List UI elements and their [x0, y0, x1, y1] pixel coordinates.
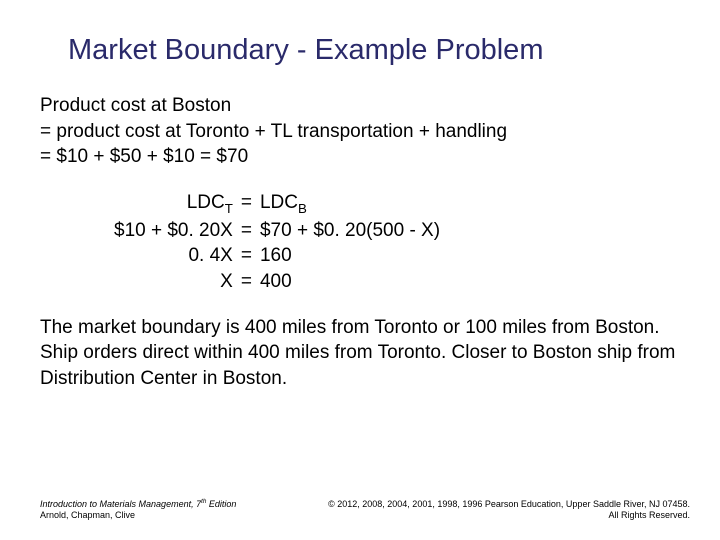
eq-row-3: 0. 4X = 160 — [110, 243, 444, 269]
footer-copyright: © 2012, 2008, 2004, 2001, 1998, 1996 Pea… — [328, 499, 690, 522]
footer-authors: Arnold, Chapman, Clive — [40, 510, 135, 520]
eq-lhs: $10 + $0. 20X — [110, 218, 237, 244]
slide-title: Market Boundary - Example Problem — [40, 34, 680, 67]
paragraph-conclusion: The market boundary is 400 miles from To… — [40, 315, 680, 392]
equation-block: LDCT = LDCB $10 + $0. 20X = $70 + $0. 20… — [40, 190, 680, 295]
slide-footer: Introduction to Materials Management, 7t… — [40, 498, 690, 522]
eq-lhs: X — [110, 269, 237, 295]
footer-copyright-line1: © 2012, 2008, 2004, 2001, 1998, 1996 Pea… — [328, 499, 690, 509]
eq-text: LDC — [187, 192, 225, 213]
footer-text: , 7 — [191, 499, 201, 509]
eq-subscript: B — [298, 201, 307, 216]
footer-text: Introduction to Materials Management — [40, 499, 191, 509]
eq-lhs: 0. 4X — [110, 243, 237, 269]
eq-rhs: 160 — [256, 243, 444, 269]
eq-sign: = — [237, 218, 256, 244]
eq-sign: = — [237, 269, 256, 295]
eq-text: LDC — [260, 192, 298, 213]
para1-line3: = $10 + $50 + $10 = $70 — [40, 146, 248, 167]
eq-sign: = — [237, 243, 256, 269]
eq-row-4: X = 400 — [110, 269, 444, 295]
eq-row-2: $10 + $0. 20X = $70 + $0. 20(500 - X) — [110, 218, 444, 244]
eq-rhs: LDCB — [256, 190, 444, 218]
footer-copyright-line2: All Rights Reserved. — [608, 510, 690, 520]
eq-subscript: T — [225, 201, 233, 216]
footer-book-info: Introduction to Materials Management, 7t… — [40, 498, 236, 522]
equation-table: LDCT = LDCB $10 + $0. 20X = $70 + $0. 20… — [110, 190, 444, 295]
eq-rhs: 400 — [256, 269, 444, 295]
eq-sign: = — [237, 190, 256, 218]
eq-lhs: LDCT — [110, 190, 237, 218]
eq-rhs: $70 + $0. 20(500 - X) — [256, 218, 444, 244]
slide-container: { "title": "Market Boundary - Example Pr… — [0, 0, 720, 540]
paragraph-product-cost: Product cost at Boston = product cost at… — [40, 93, 680, 170]
para1-line2: = product cost at Toronto + TL transport… — [40, 121, 507, 142]
eq-row-1: LDCT = LDCB — [110, 190, 444, 218]
footer-text: Edition — [206, 499, 236, 509]
footer-book-title: Introduction to Materials Management, 7t… — [40, 499, 236, 509]
para1-line1: Product cost at Boston — [40, 95, 231, 116]
